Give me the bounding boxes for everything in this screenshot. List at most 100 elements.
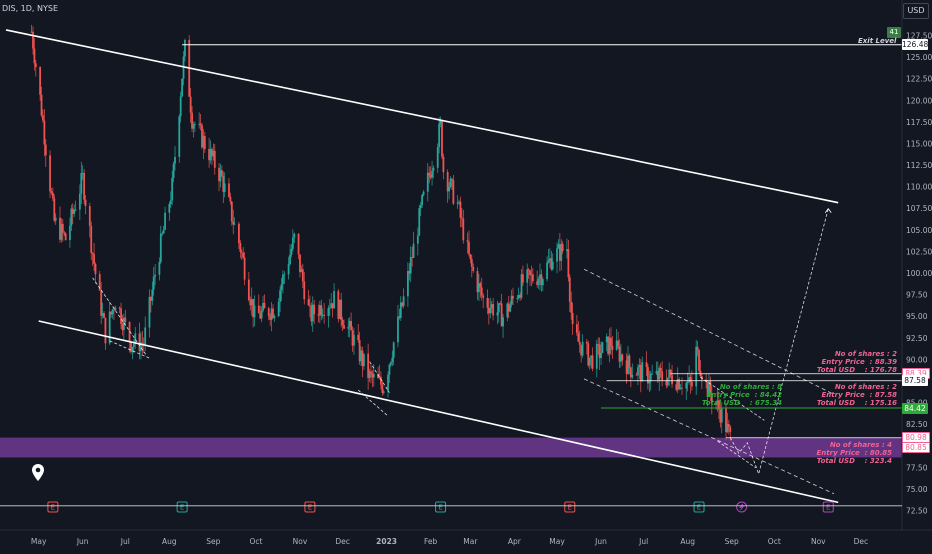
candle-body xyxy=(267,308,270,317)
earnings-marker-icon[interactable] xyxy=(564,501,576,513)
y-axis-tick-label: 97.50 xyxy=(906,291,928,300)
earnings-marker-letter: E xyxy=(568,504,572,512)
candle-body xyxy=(341,319,344,326)
candle-body xyxy=(273,316,276,318)
trendline-lower-trendline[interactable] xyxy=(38,320,839,504)
candle-body xyxy=(269,316,272,320)
currency-button[interactable]: USD xyxy=(903,3,929,19)
candle-body xyxy=(371,373,374,378)
candle-body xyxy=(159,233,162,262)
candle-body xyxy=(429,175,432,178)
candle-body xyxy=(134,333,137,344)
candle-body xyxy=(54,217,57,221)
candle-body xyxy=(121,323,124,331)
candle-body xyxy=(598,344,601,359)
candle-body xyxy=(529,270,531,276)
candle-body xyxy=(469,254,472,260)
symbol-title[interactable]: DIS, 1D, NYSE xyxy=(2,4,59,13)
trendline-minor-channel-lower[interactable] xyxy=(583,378,835,495)
earnings-marker-icon[interactable] xyxy=(693,501,705,513)
candle-body xyxy=(307,299,310,306)
candle-body xyxy=(617,340,619,347)
candle-body xyxy=(715,403,717,405)
candle-body xyxy=(303,281,306,300)
candle-body xyxy=(80,173,83,194)
earnings-marker-icon[interactable] xyxy=(822,501,834,513)
candle-body xyxy=(113,309,115,311)
candle-body xyxy=(581,341,584,356)
earnings-marker-icon[interactable] xyxy=(47,501,59,513)
candle-body xyxy=(506,303,509,318)
candle-body xyxy=(317,314,320,316)
candle-body xyxy=(291,237,294,249)
candle-body xyxy=(709,381,712,395)
candle-body xyxy=(49,155,51,192)
candle-body xyxy=(476,270,479,293)
candle-body xyxy=(507,303,510,312)
candle-body xyxy=(130,341,132,352)
candle-body xyxy=(526,269,529,283)
candle-body xyxy=(489,307,492,314)
candle-body xyxy=(32,31,34,49)
candle-body xyxy=(490,304,493,308)
candle-body xyxy=(340,299,343,320)
y-axis-tick-label: 82.50 xyxy=(906,420,928,429)
candle-body xyxy=(656,370,659,380)
candle-body xyxy=(108,311,111,344)
candle-body xyxy=(389,362,392,365)
candle-body xyxy=(459,201,462,218)
candle-body xyxy=(558,244,561,261)
projection-arrowhead xyxy=(824,208,832,213)
y-axis-tick-label: 127.50 xyxy=(906,32,932,41)
candle-body xyxy=(30,31,33,33)
candle-body xyxy=(301,269,304,282)
candle-body xyxy=(154,274,157,277)
earnings-marker-icon[interactable] xyxy=(304,501,316,513)
candle-body xyxy=(681,387,683,389)
candle-body xyxy=(708,381,710,397)
candle-body xyxy=(320,305,323,316)
location-pin-icon[interactable] xyxy=(31,463,45,483)
candle-body xyxy=(411,257,414,259)
candle-body xyxy=(310,306,313,322)
candle-body xyxy=(412,243,415,258)
candle-body xyxy=(239,243,242,252)
trendline-upper-trendline[interactable] xyxy=(5,29,839,204)
candle-body xyxy=(172,163,175,178)
candle-body xyxy=(372,374,375,378)
candle-body xyxy=(436,147,439,168)
candle-body xyxy=(631,374,634,378)
candle-body xyxy=(122,317,125,331)
candle-body xyxy=(648,381,651,384)
candle-body xyxy=(73,209,76,214)
candle-body xyxy=(688,377,690,382)
earnings-marker-icon[interactable] xyxy=(176,501,188,513)
candle-body xyxy=(577,333,580,342)
candle-body xyxy=(78,193,81,210)
candle-body xyxy=(448,186,450,192)
candle-body xyxy=(171,177,174,201)
y-axis-tick-label: 125.00 xyxy=(906,53,932,62)
candle-body xyxy=(492,304,495,316)
earnings-marker-icon[interactable] xyxy=(435,501,447,513)
candle-body xyxy=(568,277,571,302)
candle-body xyxy=(169,200,172,205)
pattern-dashed-line xyxy=(369,361,390,393)
candle-body xyxy=(608,337,611,354)
y-axis-tick-label: 107.50 xyxy=(906,204,932,213)
pattern-dashed-line xyxy=(92,277,147,356)
x-axis-tick-label: May xyxy=(31,537,47,546)
candle-body xyxy=(710,394,713,404)
candle-body xyxy=(595,344,598,369)
candle-body xyxy=(174,156,176,164)
candle-body xyxy=(625,360,628,374)
candle-body xyxy=(328,307,331,309)
dividend-marker-icon[interactable] xyxy=(736,501,748,513)
candle-body xyxy=(428,172,431,176)
candle-body xyxy=(605,336,608,343)
x-axis-tick-label: Jul xyxy=(638,537,648,546)
candle-body xyxy=(719,409,722,423)
candle-body xyxy=(696,346,699,351)
